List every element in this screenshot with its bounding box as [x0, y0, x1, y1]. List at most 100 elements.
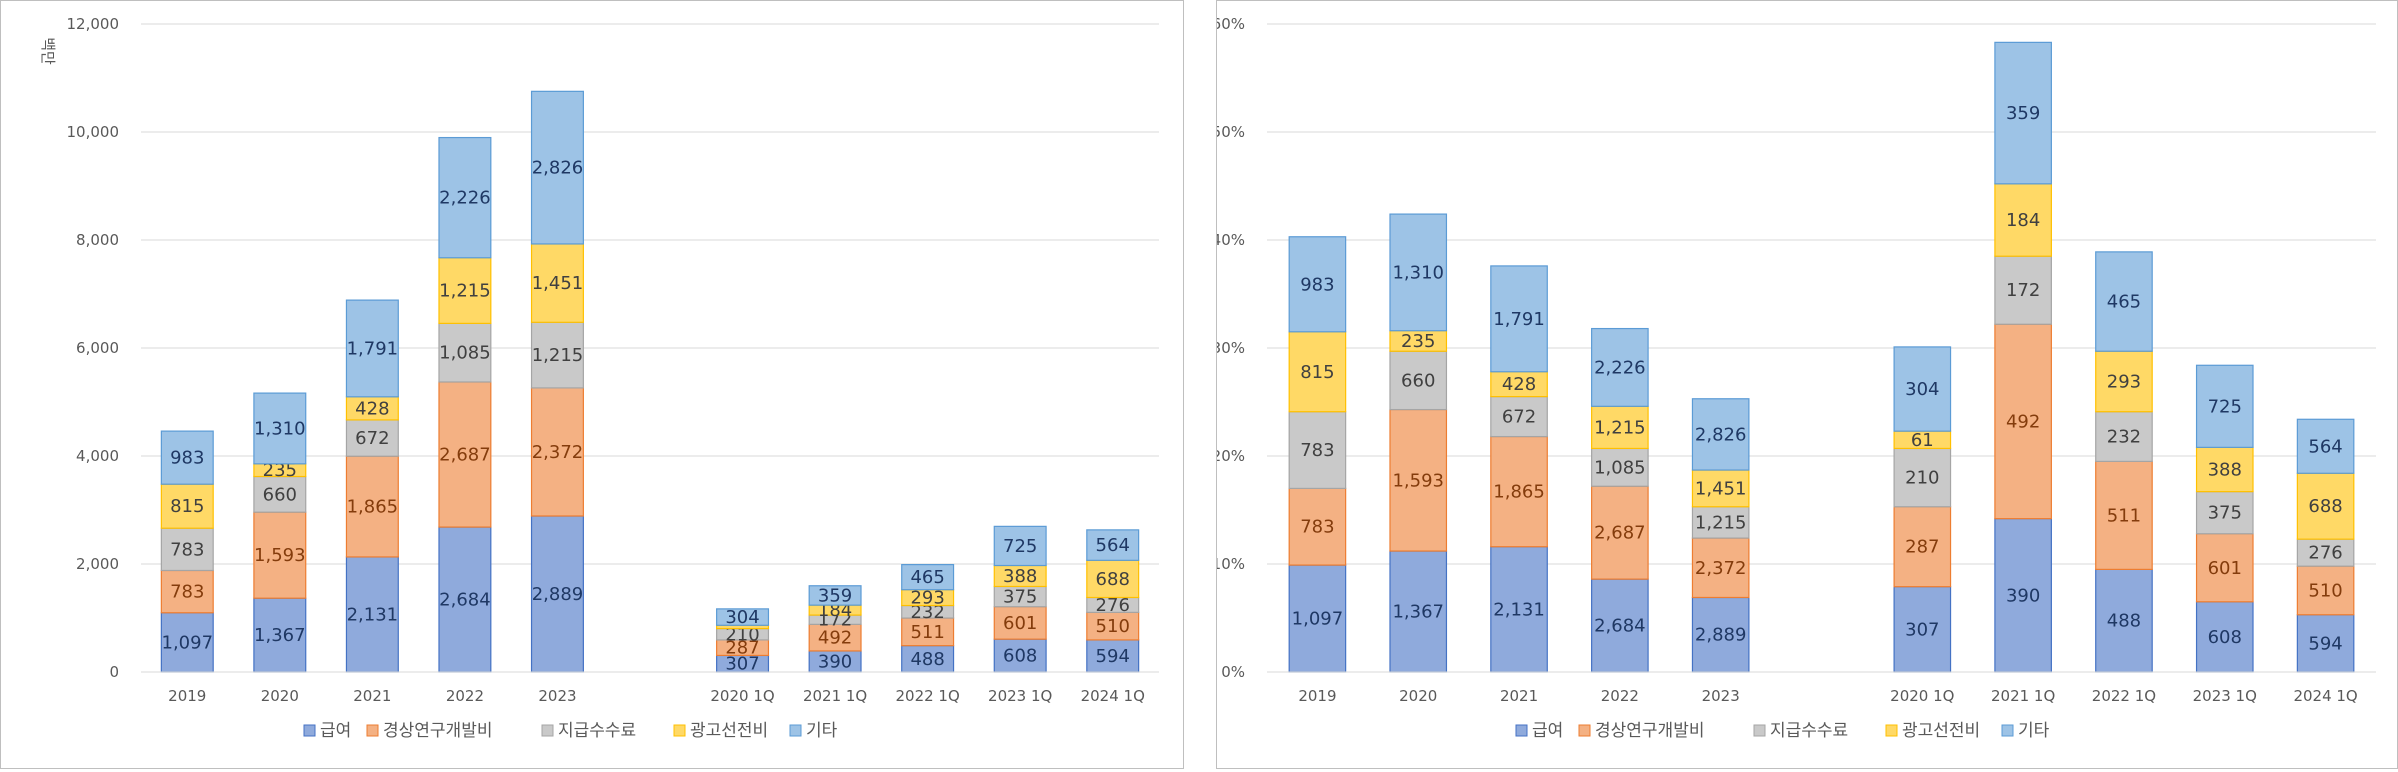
bar-segment: [2296, 565, 2355, 616]
bar-segment: [1490, 265, 1548, 373]
bar-segment: [901, 563, 955, 591]
data-label: 564: [2308, 436, 2342, 457]
data-label: 304: [1905, 379, 1939, 400]
bar-segment: [2095, 460, 2153, 570]
data-label: 783: [1300, 517, 1334, 538]
bar-segment: [253, 392, 307, 465]
data-label: 983: [1300, 274, 1334, 295]
data-label: 1,097: [1292, 609, 1344, 630]
y-tick-label: 10,000: [67, 123, 120, 141]
x-tick-label: 2020: [1399, 687, 1437, 705]
data-label: 2,131: [347, 604, 399, 625]
bar-segment: [1893, 447, 1952, 508]
bar-segment: [530, 515, 584, 673]
bar-segment: [993, 525, 1047, 567]
data-label: 2,826: [1695, 424, 1747, 445]
data-label: 815: [1300, 362, 1334, 383]
bar-segment: [160, 527, 214, 572]
data-label: 1,865: [1493, 482, 1545, 503]
data-label: 564: [1096, 535, 1130, 556]
bar-segment: [2296, 538, 2355, 567]
data-label: 1,215: [439, 281, 491, 302]
bar-segment: [2095, 251, 2153, 352]
chart-panel-left: 0 2,000 4,000 6,000 8,000 10,000 12,000 백만 1,097…: [0, 0, 1184, 769]
data-label: 660: [263, 484, 297, 505]
bar-segment: [530, 90, 584, 245]
x-tick-label: 2020 1Q: [1890, 687, 1954, 705]
data-label: 608: [1003, 646, 1037, 667]
data-label: 1,451: [1695, 478, 1747, 499]
data-label: 390: [2006, 585, 2040, 606]
data-label: 783: [170, 582, 204, 603]
data-label: 1,215: [1695, 512, 1747, 533]
bar-segment: [2296, 472, 2355, 540]
bar-segment: [345, 299, 399, 398]
data-label: 235: [1401, 331, 1435, 352]
data-label: 983: [170, 448, 204, 469]
bar-segment: [2095, 350, 2153, 413]
data-label: 2,372: [1695, 558, 1747, 579]
y-tick-label: 2,000: [76, 555, 119, 573]
data-label: 2,687: [1594, 523, 1646, 544]
bar-segment: [2195, 491, 2254, 535]
bar-segment: [1994, 41, 2052, 185]
data-label: 1,215: [532, 345, 584, 366]
legend-swatch: [1578, 724, 1591, 737]
data-label: 428: [1502, 374, 1536, 395]
data-label: 465: [910, 567, 944, 588]
data-label: 276: [2308, 543, 2342, 564]
x-tick-label: 2019: [168, 687, 206, 705]
data-label: 1,593: [1392, 470, 1444, 491]
bar-segment: [2195, 364, 2254, 448]
bar-segment: [1591, 578, 1649, 673]
y-tick-label: 20%: [1217, 447, 1245, 465]
y-tick-label: 0%: [1221, 663, 1245, 681]
data-label: 1,215: [1594, 417, 1646, 438]
data-label: 660: [1401, 370, 1435, 391]
data-label: 390: [818, 651, 852, 672]
bar-segment: [1893, 586, 1952, 673]
x-tick-label: 2022: [446, 687, 484, 705]
y-tick-label: 60%: [1217, 15, 1245, 33]
bar-segment: [253, 597, 307, 673]
bar-segment: [345, 556, 399, 673]
data-label: 783: [170, 539, 204, 560]
bar-segment: [253, 475, 307, 513]
legend-label: 급여: [320, 721, 351, 741]
y-tick-label: 6,000: [76, 339, 119, 357]
bar-segment: [2195, 446, 2254, 493]
x-tick-label: 2022 1Q: [2092, 687, 2156, 705]
x-tick-label: 2020 1Q: [710, 687, 774, 705]
data-label: 511: [2107, 505, 2141, 526]
data-label: 1,791: [1493, 309, 1545, 330]
bar-segment: [1893, 346, 1952, 432]
bar-segment: [345, 455, 399, 558]
data-label: 672: [355, 428, 389, 449]
bar-segment: [1086, 529, 1140, 561]
bar-segment: [1691, 596, 1750, 673]
legend-swatch: [1885, 724, 1898, 737]
y-tick-label: 10%: [1217, 555, 1245, 573]
data-label: 672: [1502, 407, 1536, 428]
data-label: 2,226: [439, 188, 491, 209]
bar-segment: [1591, 405, 1649, 450]
legend-swatch: [1753, 724, 1766, 737]
bar-segment: [1691, 506, 1750, 539]
bar-segment: [1288, 411, 1347, 490]
data-label: 488: [2107, 611, 2141, 632]
bar-segment: [438, 136, 492, 259]
legend-label: 기타: [806, 721, 838, 741]
bar-segment: [2195, 601, 2254, 673]
data-label: 293: [2107, 371, 2141, 392]
data-label: 287: [1905, 537, 1939, 558]
data-label: 375: [2208, 503, 2242, 524]
data-label: 1,791: [347, 338, 399, 359]
bar-segment: [1288, 331, 1347, 413]
bar-segment: [2195, 533, 2254, 603]
data-label: 2,889: [1695, 625, 1747, 646]
x-tick-label: 2020: [261, 687, 299, 705]
bar-segment: [1389, 408, 1448, 552]
y-axis-label: 백만: [39, 37, 57, 65]
data-label: 510: [2308, 580, 2342, 601]
legend-label: 기타: [2018, 721, 2050, 741]
